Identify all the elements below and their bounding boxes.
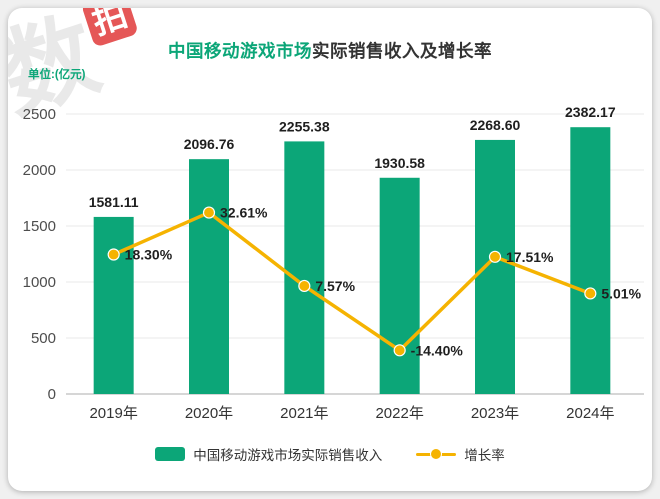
legend-item-revenue: 中国移动游戏市场实际销售收入 xyxy=(155,444,382,464)
bar-value-label: 1930.58 xyxy=(374,155,425,171)
growth-value-label: 32.61% xyxy=(220,205,268,221)
bar-value-label: 1581.11 xyxy=(89,194,139,210)
growth-value-label: 5.01% xyxy=(601,285,641,301)
y-tick-label: 500 xyxy=(31,330,56,347)
y-tick-label: 1500 xyxy=(23,218,56,235)
line-swatch-icon xyxy=(416,447,457,461)
legend-growth-label: 增长率 xyxy=(464,448,505,463)
x-tick-label: 2021年 xyxy=(280,405,328,422)
chart-legend: 中国移动游戏市场实际销售收入 增长率 xyxy=(8,444,652,464)
bar-value-label: 2268.60 xyxy=(470,117,521,133)
growth-point xyxy=(393,344,406,357)
growth-point xyxy=(107,248,120,261)
bar-value-label: 2096.76 xyxy=(184,136,235,152)
x-tick-label: 2023年 xyxy=(471,405,519,422)
growth-point xyxy=(298,279,311,293)
y-tick-label: 1000 xyxy=(23,274,56,291)
chart-card: 数 拍 中国移动游戏市场实际销售收入及增长率 单位:(亿元) 0 500 1000 1… xyxy=(8,8,652,491)
x-tick-label: 2019年 xyxy=(89,405,137,422)
y-tick-label: 2000 xyxy=(23,162,56,179)
growth-value-label: 17.51% xyxy=(506,249,554,265)
chart-title: 中国移动游戏市场实际销售收入及增长率 xyxy=(8,8,652,63)
revenue-bar xyxy=(475,139,515,394)
growth-value-label: -14.40% xyxy=(411,342,464,358)
growth-value-label: 7.57% xyxy=(315,278,355,294)
legend-revenue-label: 中国移动游戏市场实际销售收入 xyxy=(193,448,383,463)
y-tick-label: 0 xyxy=(48,386,56,403)
x-tick-label: 2022年 xyxy=(375,405,423,422)
growth-value-label: 18.30% xyxy=(125,247,173,263)
revenue-bar xyxy=(379,177,420,394)
revenue-bar xyxy=(189,159,229,394)
y-tick-label: 2500 xyxy=(23,106,56,123)
bar-value-label: 2382.17 xyxy=(565,104,616,120)
revenue-bar xyxy=(570,127,611,394)
revenue-bar xyxy=(284,141,325,394)
legend-item-growth: 增长率 xyxy=(416,444,505,464)
x-tick-label: 2024年 xyxy=(566,405,614,422)
growth-line xyxy=(111,210,593,353)
growth-point xyxy=(584,287,597,300)
bar-value-label: 2255.38 xyxy=(279,118,330,134)
chart-plot-area: 0 500 1000 1500 2000 2500 1581.11 2019年 2096.76 2… xyxy=(8,94,652,434)
chart-title-rest: 实际销售收入及增长率 xyxy=(312,41,492,61)
combo-chart: 0 500 1000 1500 2000 2500 1581.11 2019年 2096.76 2… xyxy=(23,104,644,422)
unit-label: 单位:(亿元) xyxy=(28,69,86,81)
revenue-bar xyxy=(93,216,134,394)
growth-point xyxy=(488,250,502,263)
x-tick-label: 2020年 xyxy=(185,405,233,422)
chart-title-highlight: 中国移动游戏市场 xyxy=(168,41,312,61)
bar-swatch-icon xyxy=(155,447,186,461)
growth-point xyxy=(202,206,216,219)
